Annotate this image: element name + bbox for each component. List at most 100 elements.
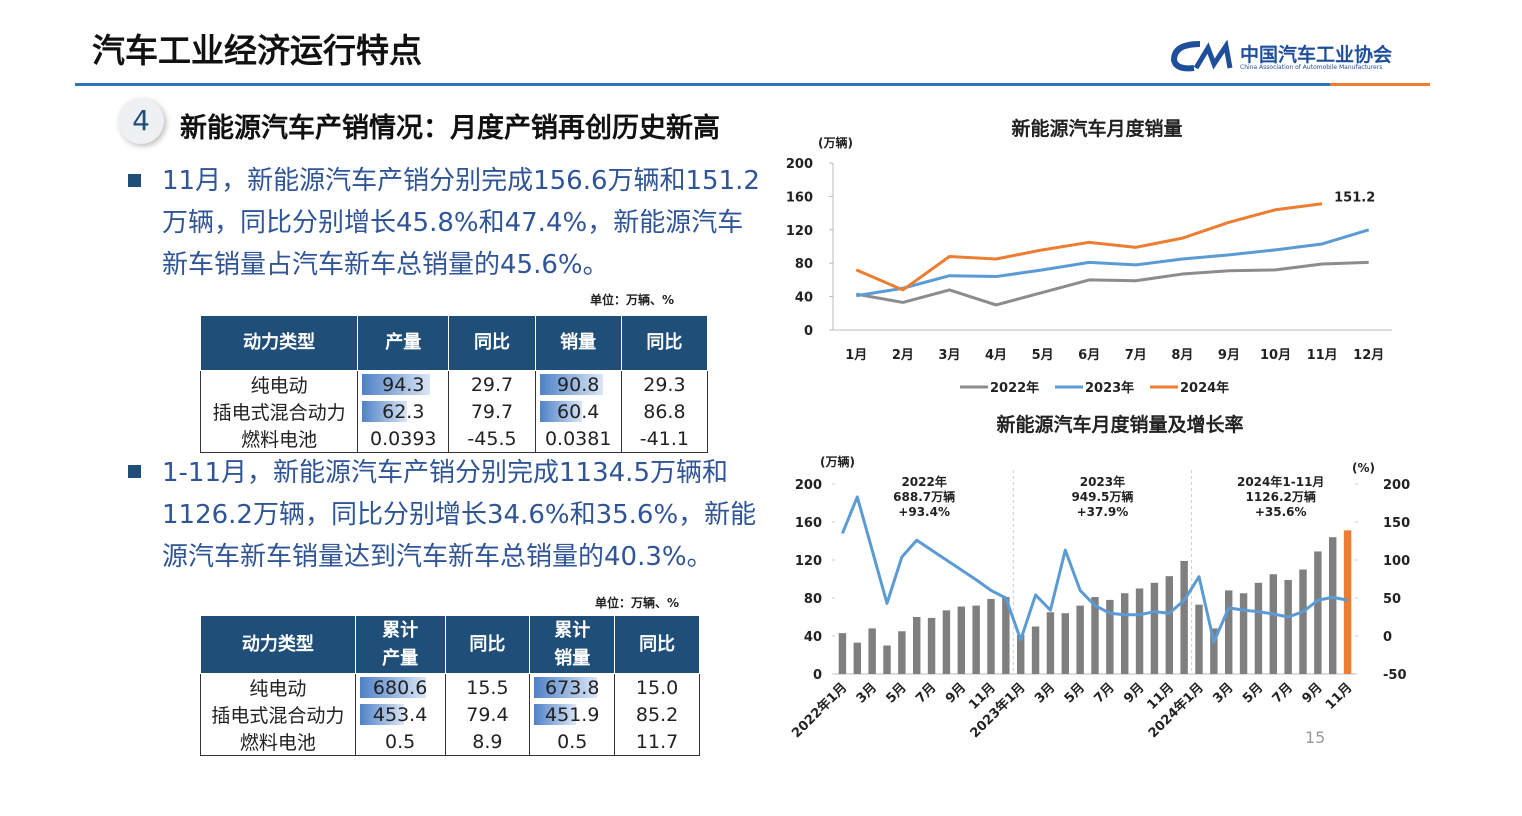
bar — [1284, 579, 1292, 674]
body-row: 纯电动 94.3 29.7 90.8 29.3 — [199, 370, 708, 398]
x-tick-label: 7月 — [1270, 680, 1296, 706]
legend-label: 2023年 — [1085, 380, 1134, 396]
header-cell: 同比 — [444, 615, 531, 674]
x-tick-label: 7月 — [1091, 680, 1117, 706]
bar — [838, 633, 847, 674]
annotation: +37.9% — [1077, 505, 1129, 519]
body-cell: 86.8 — [620, 398, 708, 425]
cell-text: 85.2 — [635, 703, 679, 726]
x-tick-label: 8月 — [1171, 348, 1193, 363]
y2-tick-label: 200 — [1383, 478, 1410, 493]
data-table: 动力类型 累计产量 同比 累计销量 同比 纯电动 680.6 15.5 673.8 15.0 插电式… — [200, 615, 700, 756]
cell-text: 60.4 — [557, 400, 600, 423]
bar — [1329, 537, 1337, 674]
cell-text: 29.3 — [643, 373, 686, 396]
growth-line — [841, 495, 1348, 644]
logo-shape — [1193, 39, 1233, 70]
header-text: 同比 — [646, 332, 683, 353]
body-cell: 燃料电池 — [200, 728, 356, 756]
header-row: 动力类型 产量 同比 销量 同比 — [199, 315, 709, 371]
cell-text: 453.4 — [372, 703, 428, 726]
cell-data-bar — [362, 401, 407, 422]
cell-text: -41.1 — [639, 427, 689, 450]
body-cell: 0.0381 — [534, 425, 622, 453]
logo-subtext: China Association of Automobile Manufact… — [1240, 64, 1383, 71]
header-text: 动力类型 — [243, 332, 316, 353]
bar — [1299, 569, 1307, 674]
header-text: 累计产量 — [382, 619, 419, 669]
cell-text: 插电式混合动力 — [211, 705, 345, 727]
cell-text: 燃料电池 — [241, 429, 318, 451]
bar — [1225, 590, 1233, 674]
annotation: 1126.2万辆 — [1246, 489, 1316, 504]
body-cell: 15.0 — [614, 673, 700, 701]
bullet-marker — [128, 465, 141, 478]
body-cell: 673.8 — [529, 673, 615, 701]
header-text: 产量 — [385, 332, 422, 353]
bar — [898, 631, 906, 674]
annotation: 688.7万辆 — [893, 489, 955, 504]
body-cell: 11.7 — [614, 728, 700, 756]
x-tick-label: 3月 — [1032, 680, 1058, 706]
cell-text: 纯电动 — [250, 375, 308, 397]
series-line — [856, 260, 1369, 307]
cell-text: 15.5 — [466, 676, 509, 699]
cell-text: 0.5 — [557, 730, 588, 753]
table-wrap: 动力类型 产量 同比 销量 同比 纯电动 94.3 29.7 90.8 29.3 插电式混合动力 62… — [199, 315, 709, 453]
y2-tick-label: 100 — [1383, 554, 1410, 569]
annotation: +35.6% — [1255, 505, 1307, 519]
bar — [942, 610, 951, 674]
header-text: 动力类型 — [241, 633, 314, 655]
legend-label: 2024年 — [1180, 380, 1229, 396]
cell-text: 8.9 — [472, 730, 503, 753]
y-tick-label: 80 — [804, 592, 822, 607]
body-cell: 29.3 — [620, 370, 708, 398]
cell-text: 0.5 — [384, 730, 416, 753]
bar — [1017, 635, 1025, 674]
body-cell: 85.2 — [614, 701, 700, 728]
cell-text: 90.8 — [557, 373, 600, 396]
logo-mark — [1170, 39, 1233, 72]
body-cell: 8.9 — [444, 728, 530, 756]
bar — [1002, 597, 1010, 674]
bullet-text: 1-11月，新能源汽车产销分别完成1134.5万辆和1126.2万辆，同比分别增… — [162, 458, 757, 572]
cell-data-bar — [359, 704, 405, 725]
bullet-marker — [128, 174, 141, 187]
bar — [1135, 588, 1144, 674]
x-tick-label: 5月 — [1032, 348, 1054, 363]
x-tick-label: 7月 — [913, 680, 939, 706]
body-cell: 插电式混合动力 — [199, 398, 358, 425]
cell-text: 燃料电池 — [239, 732, 316, 754]
x-tick-label: 11月 — [1323, 680, 1356, 713]
cell-data-bar — [359, 677, 427, 698]
x-tick-label: 3月 — [854, 680, 880, 706]
page-number: 15 — [1305, 728, 1326, 747]
body-row: 燃料电池 0.5 8.9 0.5 11.7 — [200, 728, 700, 756]
x-tick-label: 6月 — [1078, 348, 1100, 363]
y2-tick-label: -50 — [1383, 668, 1407, 683]
bar — [1061, 613, 1069, 674]
body-cell: 680.6 — [354, 673, 445, 701]
body-cell: 29.7 — [448, 370, 536, 398]
x-tick-label: 3月 — [938, 348, 960, 363]
body-row: 插电式混合动力 62.3 79.7 60.4 86.8 — [199, 398, 708, 425]
bullet-text: 11月，新能源汽车产销分别完成156.6万辆和151.2万辆，同比分别增长45.… — [162, 166, 760, 280]
section-number: 4 — [118, 98, 164, 144]
header-text: 累计销量 — [554, 619, 591, 669]
header-cell: 销量 — [534, 315, 622, 371]
x-tick-label: 12月 — [1353, 348, 1384, 363]
cell-data-bar — [539, 374, 604, 395]
y-tick-label: 120 — [795, 554, 822, 569]
y-tick-label: 200 — [786, 157, 813, 172]
chart-title: 新能源汽车月度销量及增长率 — [996, 413, 1243, 436]
header-cell: 累计销量 — [529, 615, 616, 674]
cell-text: -45.5 — [467, 427, 517, 450]
cell-text: 79.4 — [466, 703, 509, 726]
body-row: 插电式混合动力 453.4 79.4 451.9 85.2 — [200, 701, 700, 728]
y2-tick-label: 150 — [1383, 516, 1410, 531]
bar — [853, 642, 861, 674]
header-row: 动力类型 累计产量 同比 累计销量 同比 — [200, 615, 700, 674]
body-cell: 0.5 — [529, 728, 615, 756]
bar — [927, 617, 936, 674]
